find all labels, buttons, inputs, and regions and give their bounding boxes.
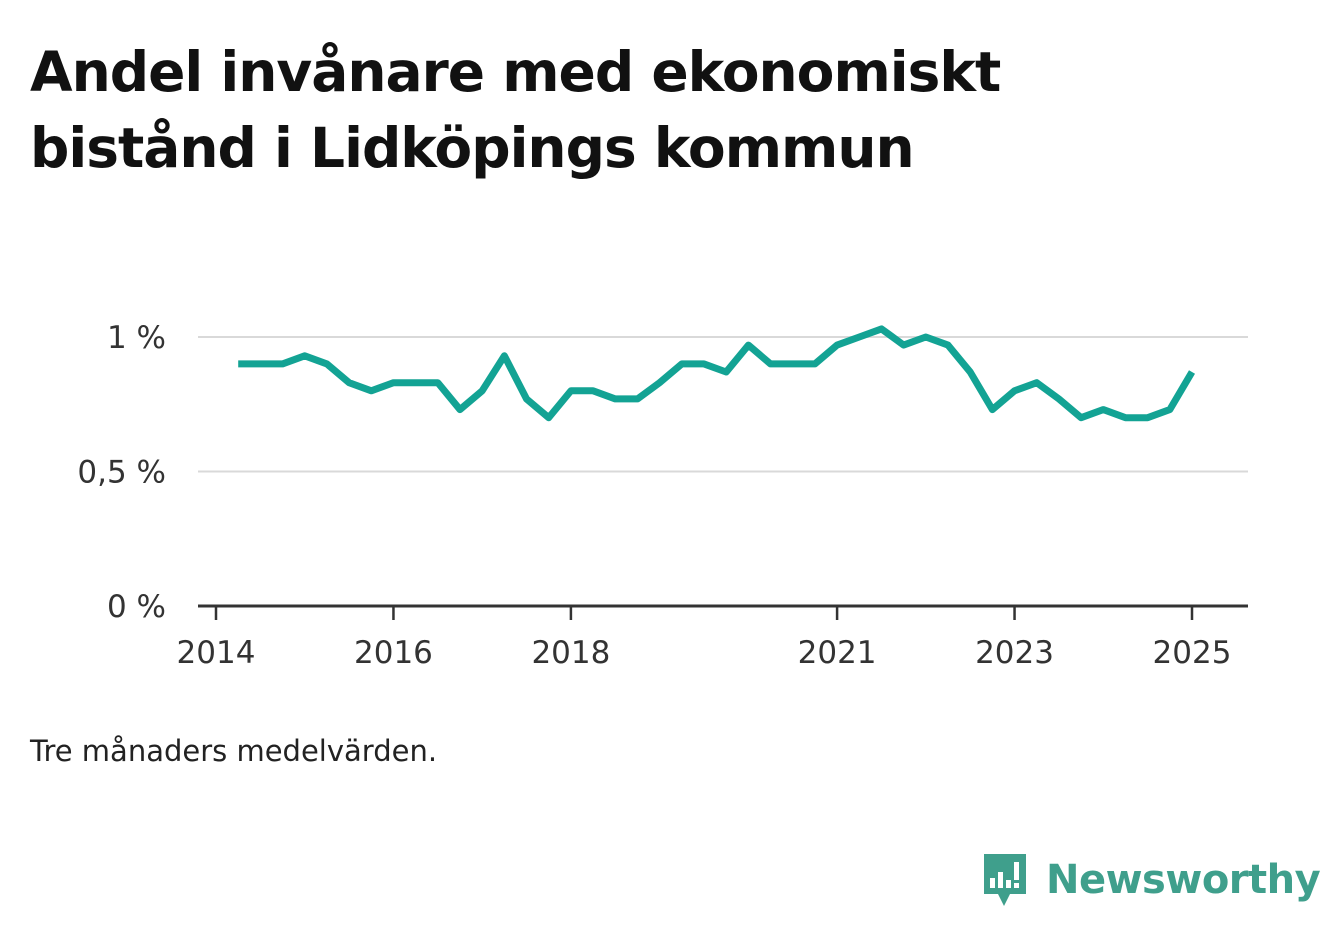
y-tick-label: 0,5 % [77, 455, 166, 491]
newsworthy-logo-icon [984, 854, 1026, 906]
brand-logo: Newsworthy [980, 850, 1321, 910]
gridlines [198, 336, 1248, 473]
brand-name: Newsworthy [1046, 857, 1321, 903]
x-tick-label: 2014 [177, 635, 256, 671]
series-line [238, 325, 1196, 422]
x-tick-label: 2018 [531, 635, 610, 671]
x-tick-label: 2021 [798, 635, 877, 671]
y-tick-label: 1 % [107, 320, 166, 356]
y-axis: 0 % 0,5 % 1 % [77, 320, 166, 625]
series-group [238, 325, 1196, 422]
x-axis: 2014 2016 2018 2021 2023 2025 [177, 604, 1248, 671]
x-tick-label: 2016 [354, 635, 433, 671]
line-chart: 0 % 0,5 % 1 % 2014 2016 2018 2021 2023 2025 [77, 320, 1248, 671]
footnote: Tre månaders medelvärden. [30, 734, 438, 768]
x-tick-label: 2025 [1153, 635, 1232, 671]
chart-title: Andel invånare med ekonomiskt bistånd i … [30, 40, 1001, 180]
y-tick-label: 0 % [107, 589, 166, 625]
x-tick-label: 2023 [975, 635, 1054, 671]
